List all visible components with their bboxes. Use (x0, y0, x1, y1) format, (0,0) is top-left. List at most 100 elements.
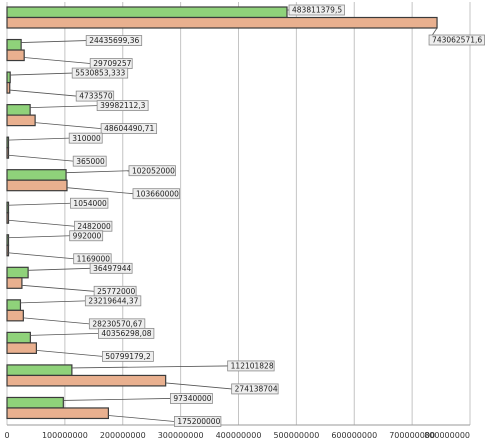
data-label: 992000 (73, 231, 102, 240)
bars (6, 6, 438, 420)
data-label-box (288, 4, 345, 16)
data-label-box (100, 123, 158, 135)
x-tick-label: 100000000 (42, 431, 88, 440)
label-leader (7, 252, 74, 260)
data-label-box (128, 165, 176, 177)
data-label: 103660000 (136, 189, 179, 198)
data-label: 36497944 (93, 264, 131, 273)
label-leader (28, 267, 91, 271)
bar-series-b (6, 147, 10, 159)
bar-series-a (6, 136, 10, 149)
label-leader (7, 154, 74, 162)
bar-series-b (6, 374, 167, 387)
data-label: 29709257 (93, 59, 131, 68)
data-label-box (71, 67, 129, 79)
label-leader (71, 365, 228, 369)
x-tick-label: 0 (4, 431, 9, 440)
data-label: 48604490,71 (104, 124, 154, 133)
bar-series-a (6, 201, 10, 214)
label-leader (36, 349, 103, 357)
data-label: 28230570,67 (92, 319, 142, 328)
bar-series-a (6, 6, 288, 19)
data-label: 365000 (76, 157, 105, 166)
label-leader (66, 170, 130, 174)
bar-series-a (6, 364, 73, 377)
label-leader (21, 40, 87, 43)
label-leader (7, 235, 70, 239)
bar-series-b (6, 342, 38, 354)
bar-series-a (6, 104, 31, 116)
data-label-box (98, 327, 155, 339)
label-leader (8, 219, 75, 227)
label-leader (23, 317, 90, 325)
data-label: 97340000 (173, 394, 211, 403)
data-label: 5530853,333 (75, 69, 125, 78)
data-label: 40356298,08 (101, 329, 151, 338)
x-tick-label: 300000000 (158, 431, 204, 440)
label-leader (21, 284, 95, 292)
x-tick-label: 600000000 (331, 431, 377, 440)
label-leader (30, 332, 99, 336)
data-label-box (428, 34, 485, 46)
bar-series-b (6, 179, 68, 192)
data-label: 50799179,2 (105, 352, 151, 361)
data-label-box (169, 393, 213, 404)
bar-series-a (6, 71, 11, 84)
data-label-box (69, 230, 104, 242)
data-label: 25772000 (97, 287, 135, 296)
bar-series-b (6, 277, 23, 289)
data-label-box (89, 262, 133, 274)
x-tick-label: 700000000 (389, 431, 435, 440)
bar-series-b (6, 16, 438, 29)
data-label: 310000 (72, 134, 101, 143)
label-leader (10, 72, 73, 76)
data-label: 743062571,6 (432, 36, 482, 45)
data-label: 1169000 (77, 254, 111, 263)
bar-series-a (6, 38, 22, 51)
label-leader (108, 415, 175, 422)
label-leader (165, 382, 232, 390)
data-label: 175200000 (177, 417, 220, 426)
label-leader (7, 137, 70, 141)
x-tick-label: 200000000 (100, 431, 146, 440)
bar-series-a (6, 234, 10, 246)
data-label-box (75, 90, 115, 102)
x-tick-label: 500000000 (273, 431, 319, 440)
data-label: 2482000 (77, 222, 111, 231)
label-leader (9, 89, 77, 97)
bar-series-a (6, 169, 67, 181)
bar-series-a (6, 299, 22, 311)
data-label: 112101828 (231, 362, 274, 371)
x-tick-label: 400000000 (216, 431, 262, 440)
data-label: 24435699,36 (89, 36, 139, 45)
bar-series-a (6, 396, 64, 409)
bar-series-b (6, 244, 10, 257)
bar-series-b (6, 81, 11, 94)
data-label-box (72, 155, 107, 167)
data-label-box (231, 383, 279, 395)
bar-series-b (6, 309, 24, 322)
x-axis-ticks: 0 100000000 200000000 300000000 400000000 500… (4, 431, 470, 440)
data-label-box (84, 295, 142, 307)
data-label-box (70, 197, 109, 209)
bar-series-b (6, 212, 10, 224)
bar-series-b (6, 114, 36, 127)
label-leader (20, 300, 86, 304)
data-label-box (68, 132, 103, 144)
data-label-box (132, 188, 180, 200)
bar-series-a (6, 266, 29, 279)
data-label: 1054000 (73, 199, 107, 208)
data-label: 39982112,3 (100, 101, 146, 110)
label-leader (24, 57, 91, 64)
bar-series-a (6, 331, 31, 344)
bar-series-b (6, 49, 25, 62)
label-leader (35, 122, 102, 130)
data-label: 23219644,37 (88, 296, 138, 305)
data-label-box (85, 35, 143, 46)
data-label-box (173, 416, 222, 427)
label-leader (66, 187, 134, 195)
bar-series-b (6, 407, 109, 420)
label-leader (30, 105, 98, 109)
data-label-box (102, 350, 154, 362)
